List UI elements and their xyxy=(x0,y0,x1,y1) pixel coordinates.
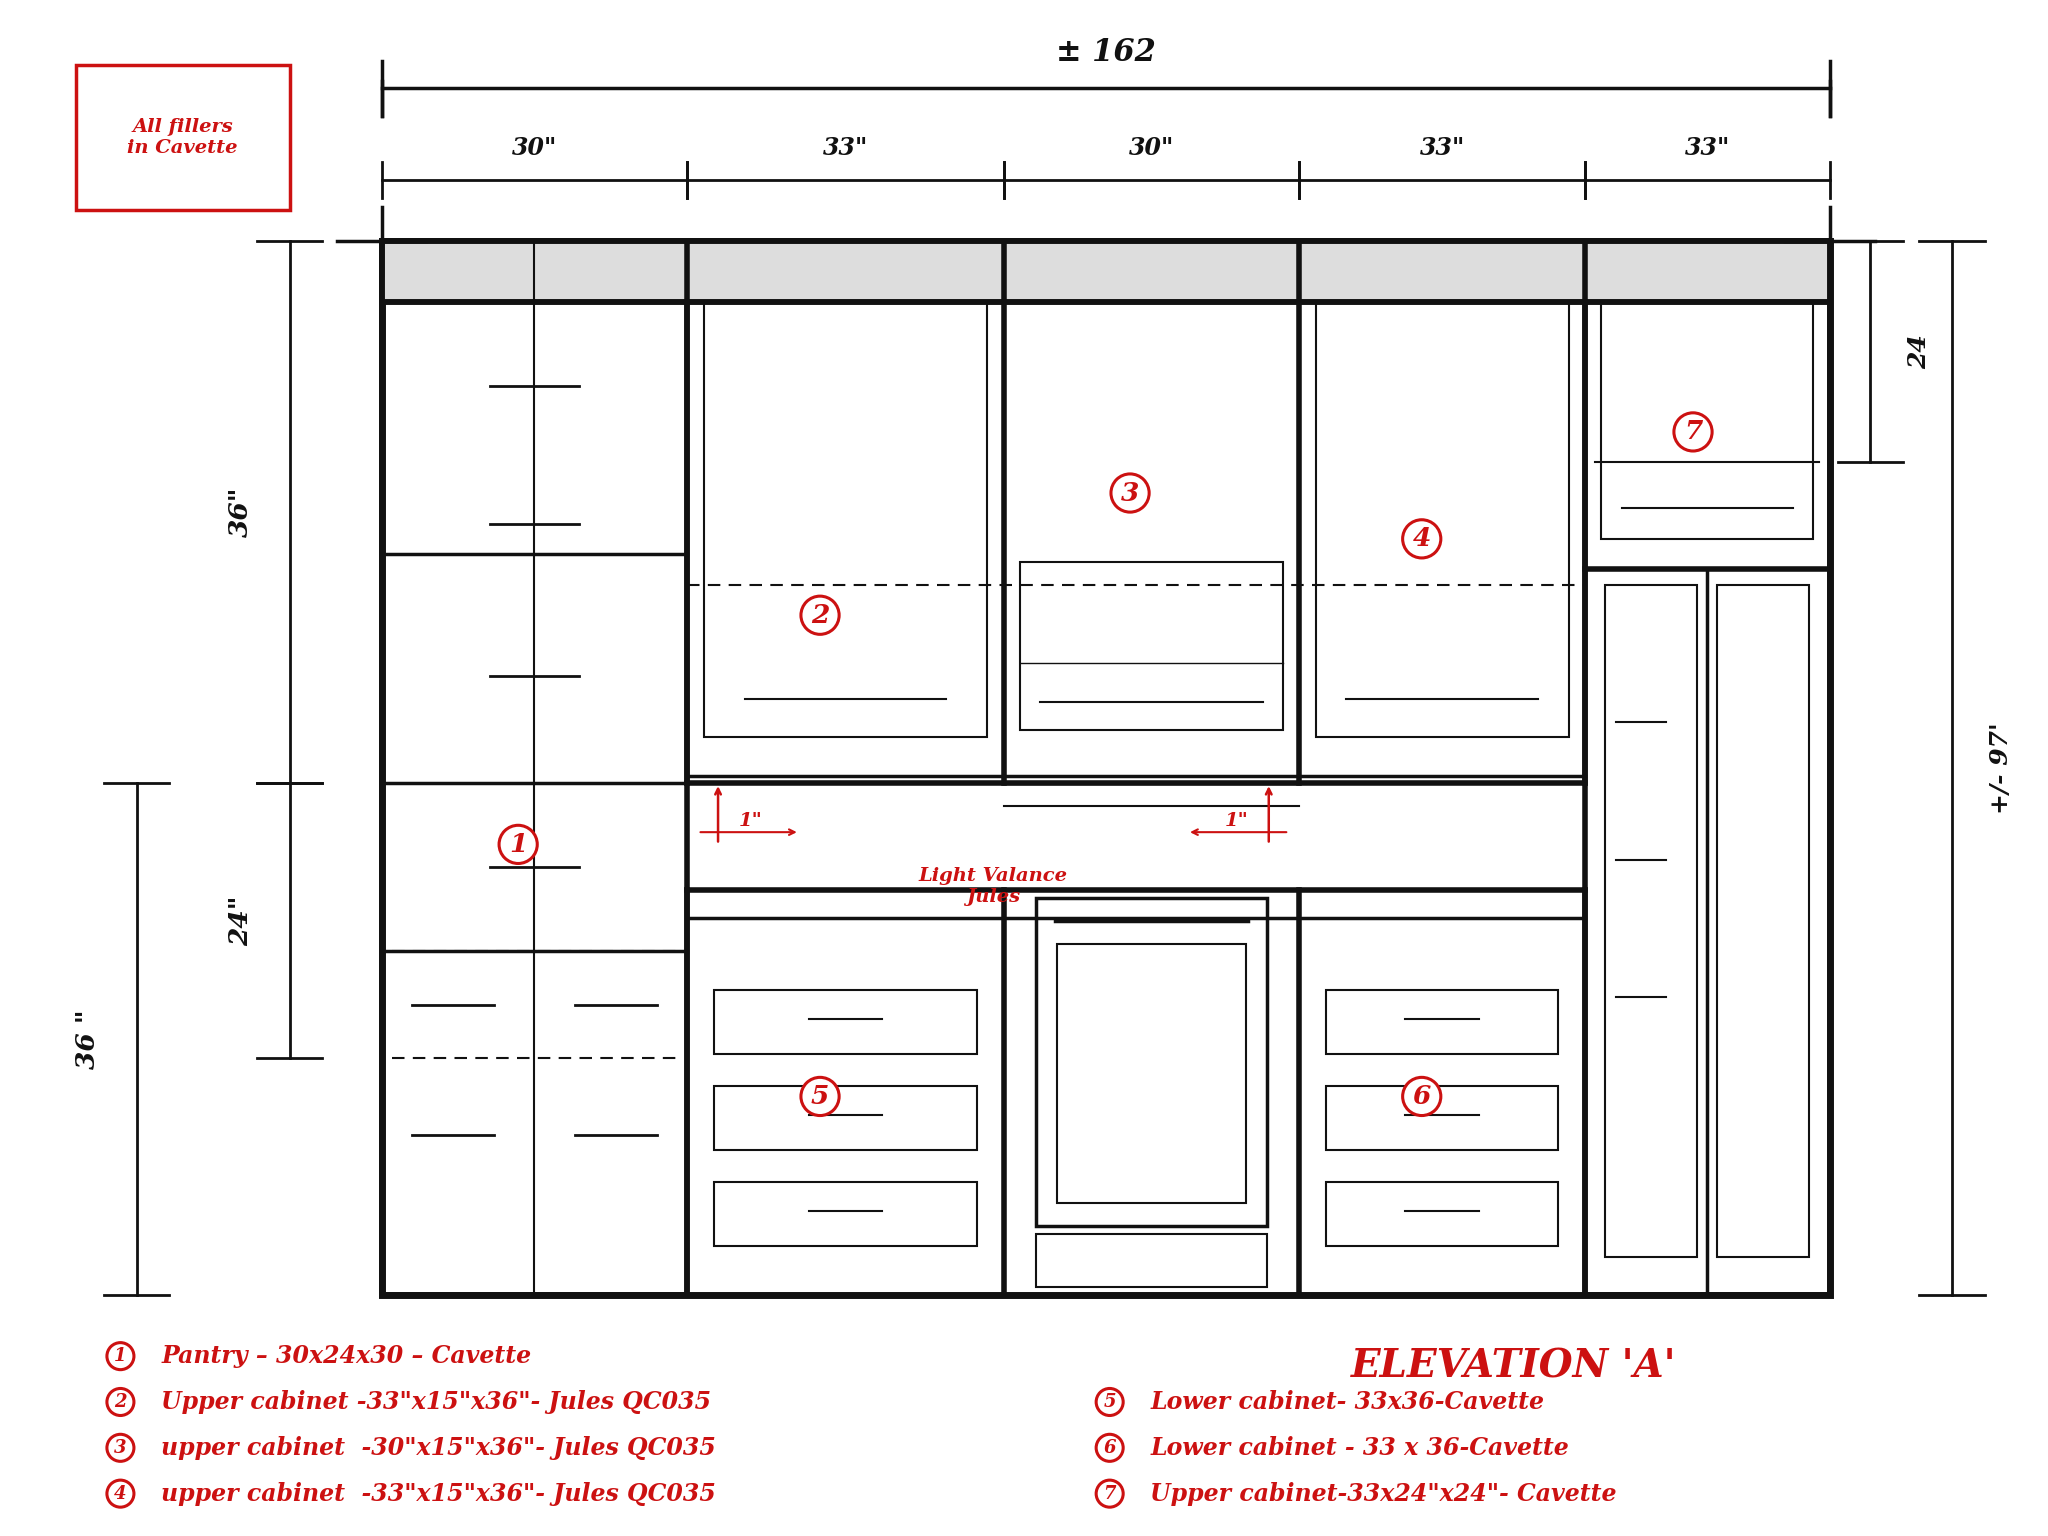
Text: 5: 5 xyxy=(1104,1393,1116,1412)
Text: 2: 2 xyxy=(115,1393,127,1412)
Bar xyxy=(1036,899,1268,1226)
Bar xyxy=(715,1183,977,1246)
Bar xyxy=(1325,1086,1559,1150)
Bar xyxy=(1020,562,1282,730)
Bar xyxy=(1315,272,1569,737)
Bar xyxy=(1718,585,1808,1256)
Bar xyxy=(1606,585,1698,1256)
Bar xyxy=(715,989,977,1054)
Text: Lower cabinet - 33 x 36-Cavette: Lower cabinet - 33 x 36-Cavette xyxy=(1151,1436,1569,1459)
Bar xyxy=(1057,943,1247,1203)
Text: 33": 33" xyxy=(823,137,868,160)
Text: 36 ": 36 " xyxy=(76,1009,100,1069)
Text: 3: 3 xyxy=(115,1439,127,1456)
Text: 33": 33" xyxy=(1686,137,1731,160)
Text: upper cabinet  -30"x15"x36"- Jules QC035: upper cabinet -30"x15"x36"- Jules QC035 xyxy=(162,1436,717,1459)
Text: 33": 33" xyxy=(1419,137,1464,160)
Text: Upper cabinet -33"x15"x36"- Jules QC035: Upper cabinet -33"x15"x36"- Jules QC035 xyxy=(162,1390,711,1415)
Bar xyxy=(381,241,688,1295)
Bar xyxy=(1325,1183,1559,1246)
Bar xyxy=(715,1086,977,1150)
Text: Pantry – 30x24x30 – Cavette: Pantry – 30x24x30 – Cavette xyxy=(162,1344,530,1369)
Text: 24: 24 xyxy=(1907,335,1931,369)
Text: 6: 6 xyxy=(1104,1439,1116,1456)
Text: 3: 3 xyxy=(1120,481,1139,505)
Text: ELEVATION 'A': ELEVATION 'A' xyxy=(1352,1349,1675,1385)
Bar xyxy=(705,272,987,737)
Text: 4: 4 xyxy=(1413,527,1432,551)
Text: +/- 97': +/- 97' xyxy=(1989,722,2013,814)
Text: Light Valance
Jules: Light Valance Jules xyxy=(920,868,1067,906)
Text: 24": 24" xyxy=(227,895,254,946)
Text: 1: 1 xyxy=(510,833,526,857)
Text: Upper cabinet-33x24"x24"- Cavette: Upper cabinet-33x24"x24"- Cavette xyxy=(1151,1482,1618,1505)
Text: All fillers
in Cavette: All fillers in Cavette xyxy=(127,118,238,157)
Bar xyxy=(1036,1233,1268,1287)
Bar xyxy=(381,241,1829,303)
Text: 30": 30" xyxy=(512,137,557,160)
Text: 30": 30" xyxy=(1128,137,1174,160)
Text: ± 162: ± 162 xyxy=(1055,37,1155,68)
Bar xyxy=(1325,989,1559,1054)
Text: Lower cabinet- 33x36-Cavette: Lower cabinet- 33x36-Cavette xyxy=(1151,1390,1544,1415)
Text: 1: 1 xyxy=(115,1347,127,1366)
Text: 5: 5 xyxy=(811,1084,829,1109)
Text: 7: 7 xyxy=(1683,419,1702,444)
Text: 7: 7 xyxy=(1104,1485,1116,1502)
Bar xyxy=(1585,241,1829,1295)
Text: 6: 6 xyxy=(1413,1084,1432,1109)
Bar xyxy=(1602,257,1812,539)
Text: 1": 1" xyxy=(1225,813,1249,831)
Text: 36": 36" xyxy=(227,487,254,538)
Text: upper cabinet  -33"x15"x36"- Jules QC035: upper cabinet -33"x15"x36"- Jules QC035 xyxy=(162,1482,717,1505)
Bar xyxy=(76,65,289,210)
Text: 2: 2 xyxy=(811,602,829,628)
Bar xyxy=(381,241,1829,303)
Text: 4: 4 xyxy=(115,1485,127,1502)
Bar xyxy=(381,241,1829,1295)
Text: 1": 1" xyxy=(739,813,762,831)
